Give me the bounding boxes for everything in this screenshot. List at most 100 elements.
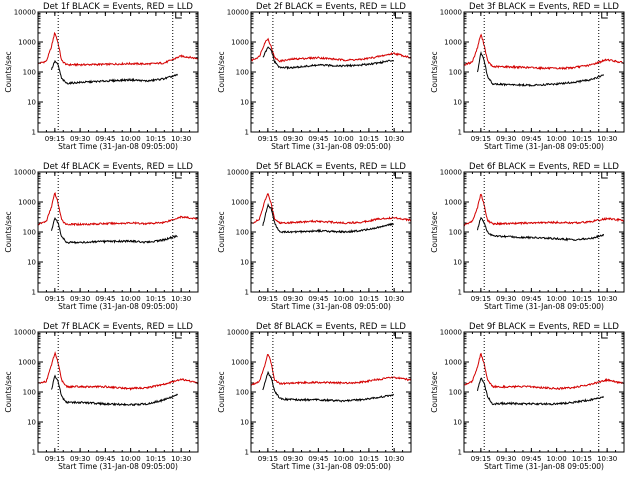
x-tick-label: 09:45 <box>95 295 115 303</box>
y-tick-label: 100 <box>236 69 249 77</box>
x-tick-label: 09:15 <box>471 135 491 143</box>
y-tick-label: 10 <box>27 419 36 427</box>
x-tick-label: 09:30 <box>496 295 516 303</box>
y-axis-label: Counts/sec <box>430 51 439 92</box>
x-tick-label: 10:15 <box>572 295 592 303</box>
x-tick-label: 10:15 <box>146 295 166 303</box>
y-tick-label: 1000 <box>18 199 36 207</box>
y-tick-label: 10 <box>240 259 249 267</box>
x-tick-label: 09:15 <box>471 455 491 463</box>
x-tick-label: 10:15 <box>359 135 379 143</box>
interval-marker <box>601 332 608 339</box>
x-tick-label: 10:00 <box>121 455 141 463</box>
x-tick-label: 09:30 <box>496 135 516 143</box>
y-tick-label: 10000 <box>14 9 36 17</box>
x-tick-label: 09:45 <box>95 135 115 143</box>
lld-trace <box>250 37 412 63</box>
plot-frame <box>37 11 199 133</box>
interval-marker <box>601 12 608 19</box>
x-tick-label: 10:30 <box>597 455 617 463</box>
y-tick-label: 100 <box>236 389 249 397</box>
y-tick-label: 100 <box>23 69 36 77</box>
x-tick-label: 10:30 <box>171 295 191 303</box>
x-tick-label: 10:00 <box>334 455 354 463</box>
events-trace <box>51 59 179 85</box>
x-tick-label: 09:15 <box>258 295 278 303</box>
x-axis-label: Start Time (31-Jan-08 09:05:00) <box>58 462 178 471</box>
x-tick-label: 09:30 <box>70 455 90 463</box>
x-axis-label: Start Time (31-Jan-08 09:05:00) <box>271 462 391 471</box>
lld-trace <box>250 353 412 386</box>
x-axis-label: Start Time (31-Jan-08 09:05:00) <box>271 302 391 311</box>
x-tick-label: 10:30 <box>171 135 191 143</box>
y-tick-label: 10 <box>240 99 249 107</box>
y-tick-label: 10 <box>453 419 462 427</box>
chart-title: Det 8f BLACK = Events, RED = LLD <box>256 322 406 332</box>
x-tick-label: 09:15 <box>45 135 65 143</box>
y-tick-label: 1 <box>458 129 462 137</box>
y-tick-label: 1 <box>245 289 249 297</box>
x-tick-label: 09:15 <box>258 455 278 463</box>
y-axis-label: Counts/sec <box>217 211 226 252</box>
interval-marker <box>394 332 402 339</box>
x-tick-label: 09:30 <box>283 135 303 143</box>
y-tick-label: 10000 <box>14 329 36 337</box>
chart-title: Det 5f BLACK = Events, RED = LLD <box>256 162 406 172</box>
y-axis-label: Counts/sec <box>217 371 226 412</box>
x-tick-label: 09:30 <box>283 455 303 463</box>
y-tick-label: 1 <box>458 449 462 457</box>
interval-marker <box>175 172 182 179</box>
y-tick-label: 10 <box>453 99 462 107</box>
chart-panel: Det 7f BLACK = Events, RED = LLD 1 10 100 10… <box>4 322 199 471</box>
x-tick-label: 10:15 <box>146 135 166 143</box>
y-tick-label: 1000 <box>18 359 36 367</box>
plot-frame <box>463 11 625 133</box>
interval-marker <box>601 172 608 179</box>
x-tick-label: 09:45 <box>521 135 541 143</box>
x-axis-label: Start Time (31-Jan-08 09:05:00) <box>271 142 391 151</box>
x-tick-label: 09:45 <box>521 295 541 303</box>
x-axis-label: Start Time (31-Jan-08 09:05:00) <box>58 302 178 311</box>
lld-trace <box>250 193 412 225</box>
interval-marker <box>175 12 182 19</box>
plot-frame <box>37 171 199 293</box>
events-trace <box>262 46 395 70</box>
y-tick-label: 100 <box>23 229 36 237</box>
plot-frame <box>250 11 412 133</box>
x-tick-label: 09:15 <box>45 455 65 463</box>
x-tick-label: 09:30 <box>496 455 516 463</box>
y-tick-label: 1000 <box>231 39 249 47</box>
y-tick-label: 1 <box>32 289 36 297</box>
x-tick-label: 10:00 <box>334 295 354 303</box>
chart-panel: Det 9f BLACK = Events, RED = LLD 1 10 100 10… <box>430 322 625 471</box>
y-tick-label: 10000 <box>227 329 249 337</box>
lld-trace <box>37 351 199 391</box>
y-tick-label: 10000 <box>440 329 462 337</box>
plot-frame <box>463 331 625 453</box>
y-tick-label: 1000 <box>231 359 249 367</box>
y-tick-label: 1 <box>245 449 249 457</box>
x-tick-label: 10:15 <box>572 455 592 463</box>
events-trace <box>477 216 605 242</box>
lld-trace <box>463 193 624 227</box>
x-tick-label: 10:30 <box>384 455 404 463</box>
chart-panel: Det 4f BLACK = Events, RED = LLD 1 10 100 10… <box>4 162 199 311</box>
x-axis-label: Start Time (31-Jan-08 09:05:00) <box>484 302 604 311</box>
x-tick-label: 10:15 <box>359 455 379 463</box>
chart-panel: Det 3f BLACK = Events, RED = LLD 1 10 100 10… <box>430 2 625 151</box>
chart-title: Det 4f BLACK = Events, RED = LLD <box>43 162 193 172</box>
lld-trace <box>37 192 198 227</box>
x-tick-label: 09:30 <box>70 295 90 303</box>
chart-title: Det 7f BLACK = Events, RED = LLD <box>43 322 193 332</box>
y-tick-label: 100 <box>449 389 462 397</box>
y-axis-label: Counts/sec <box>4 371 13 412</box>
events-trace <box>262 370 395 403</box>
x-tick-label: 10:00 <box>121 295 141 303</box>
chart-panel: Det 8f BLACK = Events, RED = LLD 1 10 100 10… <box>217 322 412 471</box>
y-tick-label: 10000 <box>14 169 36 177</box>
x-tick-label: 09:45 <box>308 455 328 463</box>
y-tick-label: 10000 <box>227 9 249 17</box>
interval-marker <box>394 172 402 179</box>
interval-marker <box>175 332 182 339</box>
x-tick-label: 10:30 <box>597 135 617 143</box>
